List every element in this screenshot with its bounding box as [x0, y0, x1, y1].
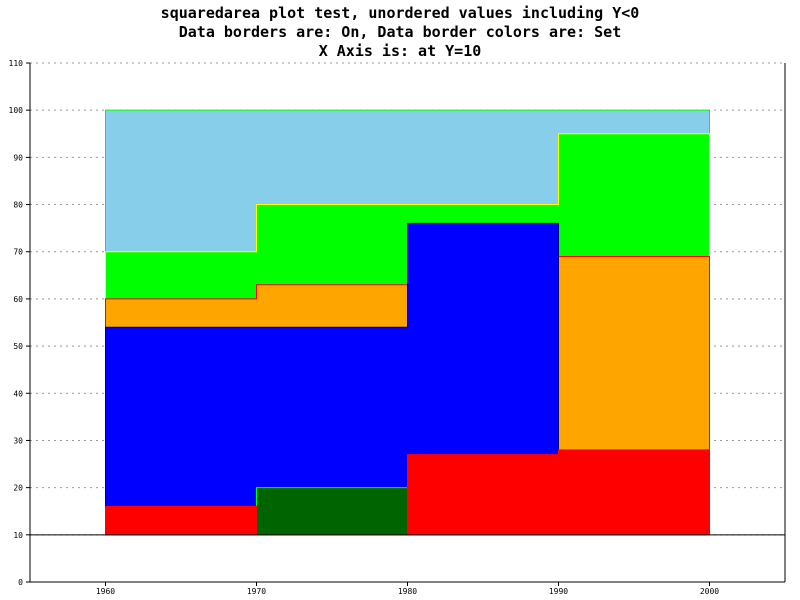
x-tick-label-1960: 1960: [96, 587, 115, 596]
y-tick-label-40: 40: [13, 389, 23, 398]
y-tick-label-20: 20: [13, 484, 23, 493]
y-tick-label-30: 30: [13, 436, 23, 445]
x-tick-label-1990: 1990: [549, 587, 568, 596]
y-tick-label-110: 110: [9, 59, 24, 68]
y-tick-label-100: 100: [9, 106, 24, 115]
series-area-1: [105, 449, 710, 536]
y-tick-label-60: 60: [13, 295, 23, 304]
chart-title-line-2: Data borders are: On, Data border colors…: [178, 23, 622, 41]
y-tick-label-50: 50: [13, 342, 23, 351]
x-tick-label-1970: 1970: [247, 587, 266, 596]
chart-title-line-1: squaredarea plot test, unordered values …: [160, 4, 640, 22]
chart-title-line-3: X Axis is: at Y=10: [318, 42, 482, 60]
y-tick-label-70: 70: [13, 248, 23, 257]
y-tick-label-80: 80: [13, 201, 23, 210]
x-tick-label-1980: 1980: [398, 587, 417, 596]
y-tick-label-0: 0: [18, 578, 23, 587]
tick-labels: 0 10 20 30 40 50 60 70 80 90 100 110 1960 1970 1980 199…: [9, 59, 720, 596]
data-areas: [105, 109, 710, 536]
y-tick-label-90: 90: [13, 153, 23, 162]
x-tick-label-2000: 2000: [700, 587, 719, 596]
axes: [26, 62, 786, 586]
y-tick-label-10: 10: [13, 531, 23, 540]
